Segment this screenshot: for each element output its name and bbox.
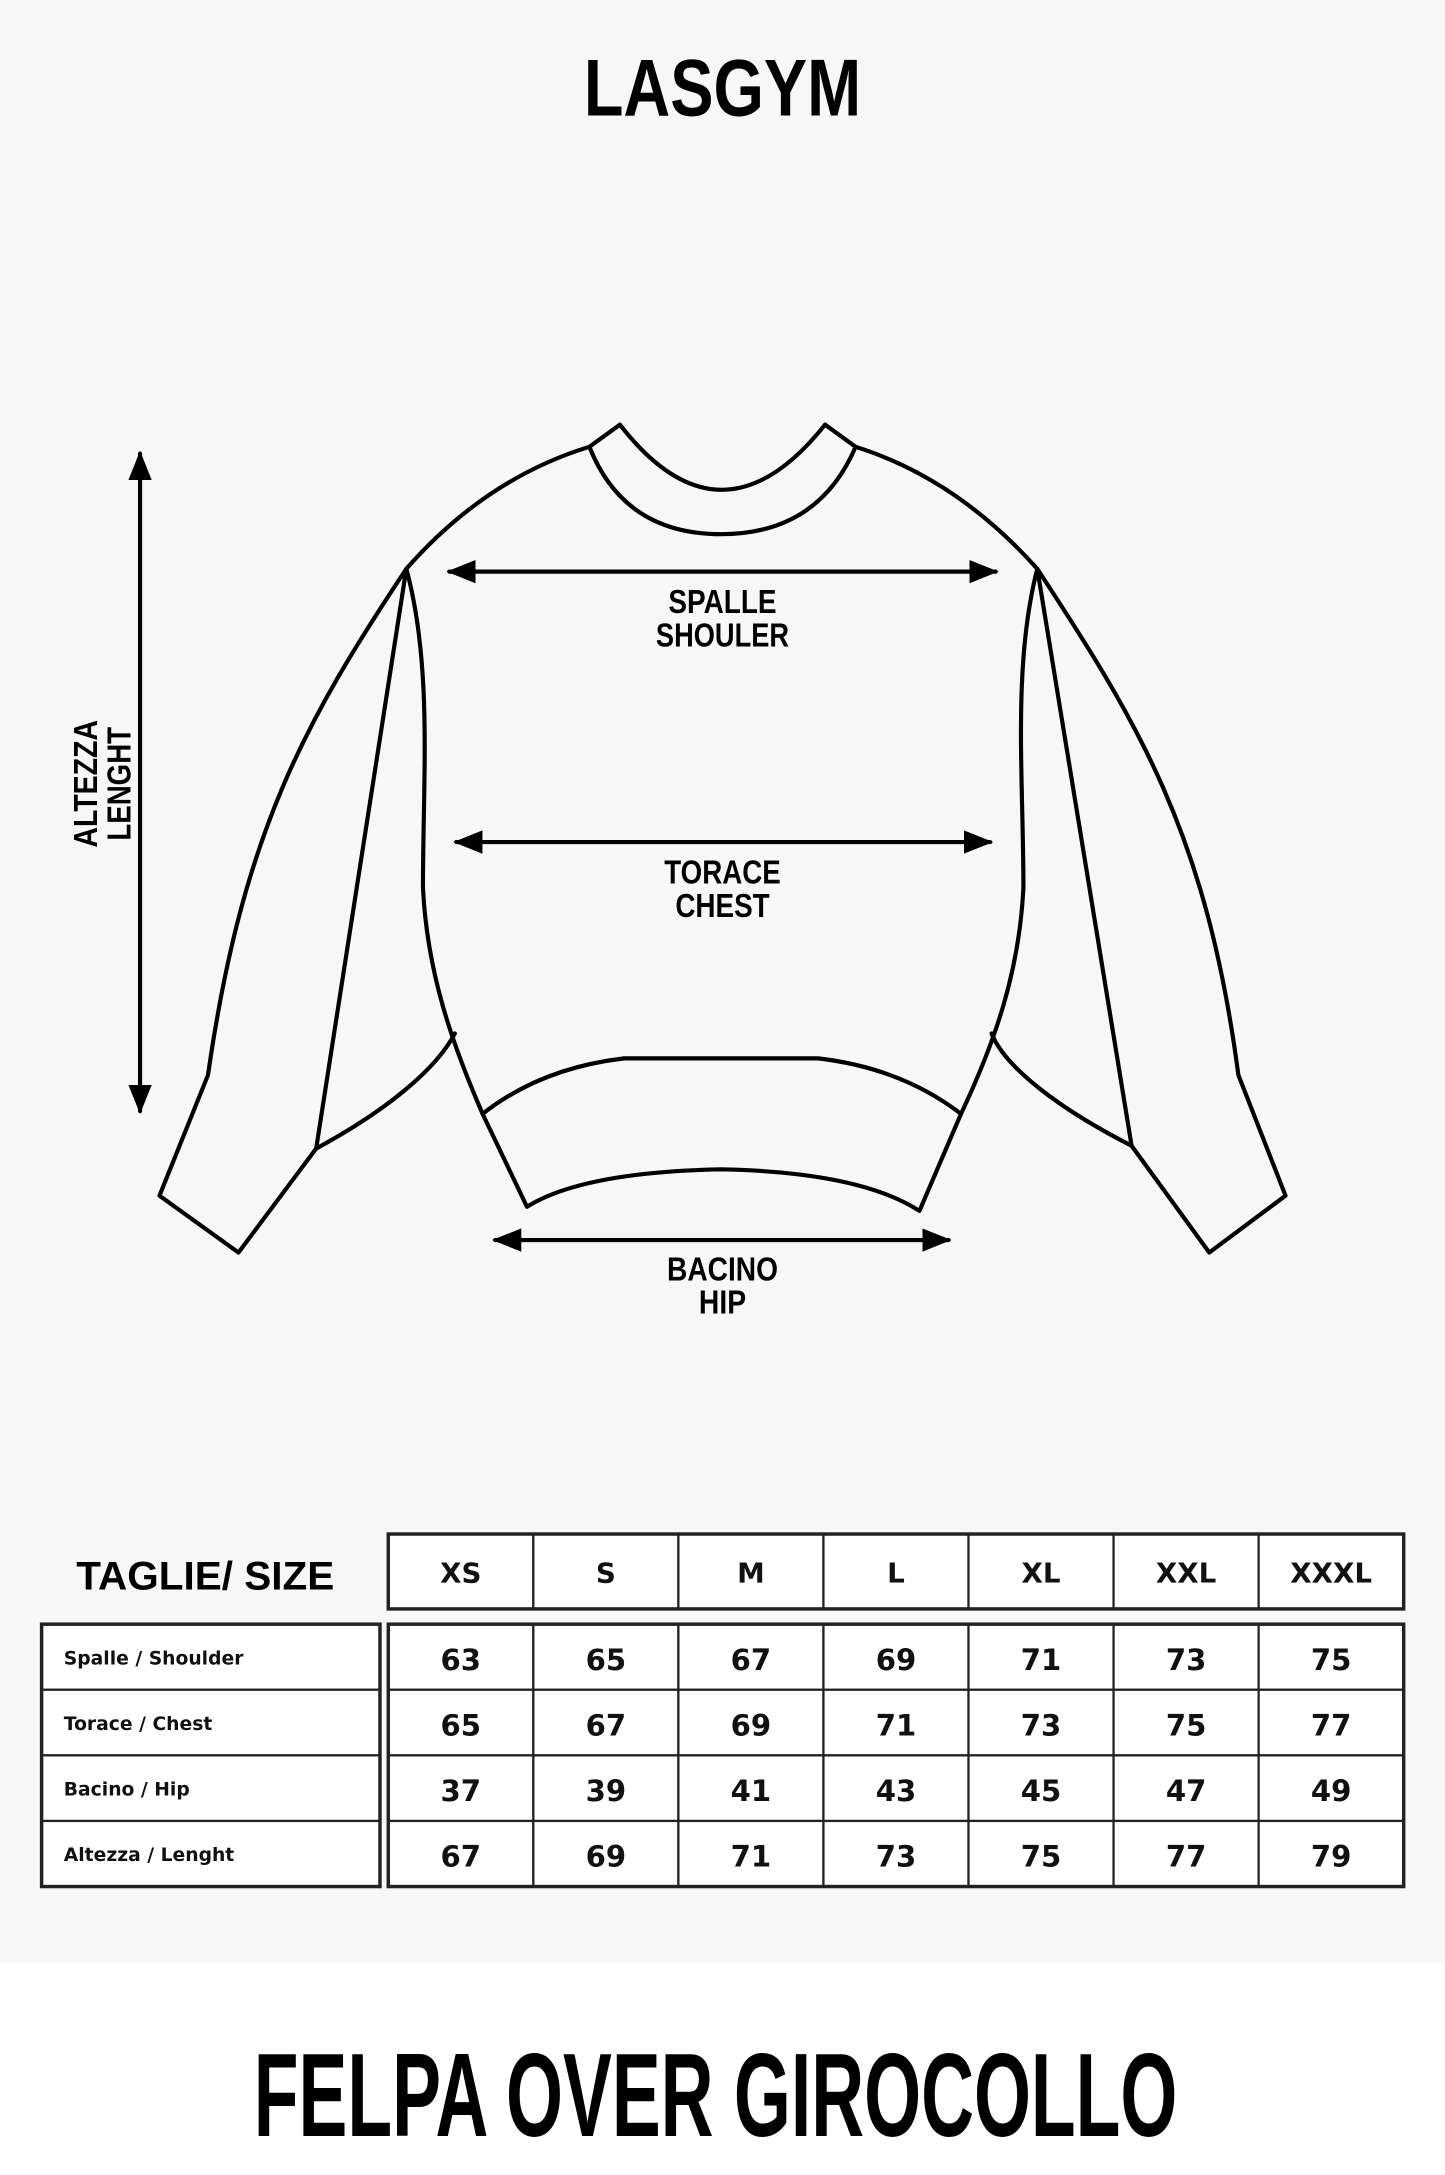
chest-label-it: TORACE xyxy=(664,855,780,892)
table-cell xyxy=(532,1819,680,1888)
row-label-cell xyxy=(40,1623,382,1691)
measurement-value: 39 xyxy=(586,1774,627,1808)
measurement-value: 69 xyxy=(876,1643,917,1677)
measurement-value: 47 xyxy=(1166,1774,1207,1808)
measurement-value: 73 xyxy=(1166,1643,1207,1677)
measurement-value: 71 xyxy=(1021,1643,1062,1677)
table-cell xyxy=(387,1688,535,1757)
table-cell xyxy=(1257,1688,1405,1757)
measurement-value: 73 xyxy=(1021,1709,1062,1743)
row-label: Spalle / Shoulder xyxy=(64,1648,244,1669)
measurement-value: 77 xyxy=(1311,1709,1352,1743)
table-cell xyxy=(677,1819,825,1888)
size-header-cell xyxy=(822,1532,970,1611)
hip-label-it: BACINO xyxy=(667,1251,778,1288)
measurement-value: 49 xyxy=(1311,1774,1352,1808)
table-cell xyxy=(387,1623,535,1691)
measurement-value: 65 xyxy=(586,1643,627,1677)
row-label: Altezza / Lenght xyxy=(64,1845,235,1866)
header-border xyxy=(386,1532,1406,1611)
size-header: XS xyxy=(440,1557,481,1590)
brand-logo: LASGYM xyxy=(584,43,861,133)
measurement-value: 41 xyxy=(731,1774,772,1808)
size-header: M xyxy=(737,1557,765,1590)
measurement-value: 69 xyxy=(586,1840,627,1874)
table-cell xyxy=(822,1688,970,1757)
measurement-value: 67 xyxy=(441,1840,482,1874)
table-cell xyxy=(967,1688,1115,1757)
hip-label-en: HIP xyxy=(699,1285,746,1322)
shoulder-label-en: SHOULER xyxy=(656,618,789,655)
footer-band xyxy=(0,1962,1445,2175)
label-border xyxy=(39,1622,382,1889)
size-header: XL xyxy=(1022,1557,1061,1590)
table-cell xyxy=(967,1754,1115,1823)
size-header-cell xyxy=(532,1532,680,1611)
measurement-value: 75 xyxy=(1311,1643,1352,1677)
size-table: TAGLIE/ SIZE XS S M L XL XXL XXXL Spalle / Shou… xyxy=(39,1532,1406,1889)
measurement-value: 73 xyxy=(876,1840,917,1874)
size-header: L xyxy=(887,1557,905,1590)
shoulder-label-it: SPALLE xyxy=(668,584,776,621)
measurement-value: 77 xyxy=(1166,1840,1207,1874)
measurement-value: 63 xyxy=(441,1643,482,1677)
row-label: Torace / Chest xyxy=(64,1714,213,1735)
measurement-value: 37 xyxy=(441,1774,482,1808)
chest-label-en: CHEST xyxy=(675,888,769,925)
measurement-value: 71 xyxy=(731,1840,772,1874)
values-border xyxy=(386,1622,1406,1889)
table-cell xyxy=(1112,1819,1260,1888)
length-label-en: LENGHT xyxy=(101,727,138,841)
length-label-it: ALTEZZA xyxy=(68,720,105,848)
measurement-value: 67 xyxy=(586,1709,627,1743)
measurement-value: 69 xyxy=(731,1709,772,1743)
size-header-cell xyxy=(1112,1532,1260,1611)
table-cell xyxy=(822,1819,970,1888)
measurement-value: 75 xyxy=(1166,1709,1207,1743)
measurement-value: 43 xyxy=(876,1774,917,1808)
size-label: TAGLIE/ SIZE xyxy=(76,1554,334,1599)
size-header: XXL xyxy=(1156,1557,1216,1590)
measurement-value: 75 xyxy=(1021,1840,1062,1874)
row-label-cell xyxy=(40,1754,382,1823)
measurement-value: 67 xyxy=(731,1643,772,1677)
measurement-value: 71 xyxy=(876,1709,917,1743)
measurement-value: 45 xyxy=(1021,1774,1062,1808)
size-header: XXXL xyxy=(1290,1557,1372,1590)
sweater-drawing xyxy=(157,422,1288,1255)
row-label: Bacino / Hip xyxy=(64,1780,190,1801)
product-title: FELPA OVER GIROCOLLO xyxy=(254,2029,1178,2162)
measurement-value: 79 xyxy=(1311,1840,1352,1874)
measurement-value: 65 xyxy=(441,1709,482,1743)
size-header: S xyxy=(596,1557,616,1590)
table-cell xyxy=(532,1754,680,1823)
